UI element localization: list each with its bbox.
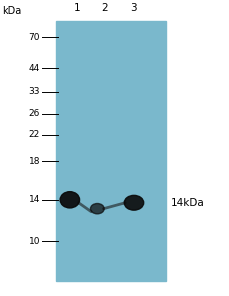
Text: 14kDa: 14kDa <box>171 198 204 208</box>
Text: kDa: kDa <box>2 6 22 16</box>
Text: 33: 33 <box>29 87 40 96</box>
Text: 70: 70 <box>29 33 40 41</box>
Bar <box>56 21 166 281</box>
Text: 44: 44 <box>29 64 40 73</box>
Ellipse shape <box>60 192 80 208</box>
Text: 1: 1 <box>74 3 80 13</box>
Text: 14: 14 <box>29 195 40 204</box>
Text: 22: 22 <box>29 130 40 139</box>
Text: 18: 18 <box>29 157 40 166</box>
Ellipse shape <box>124 195 144 210</box>
Ellipse shape <box>90 204 104 214</box>
Text: 3: 3 <box>131 3 137 13</box>
Text: 2: 2 <box>101 3 107 13</box>
Text: 26: 26 <box>29 110 40 118</box>
Text: 10: 10 <box>29 237 40 246</box>
